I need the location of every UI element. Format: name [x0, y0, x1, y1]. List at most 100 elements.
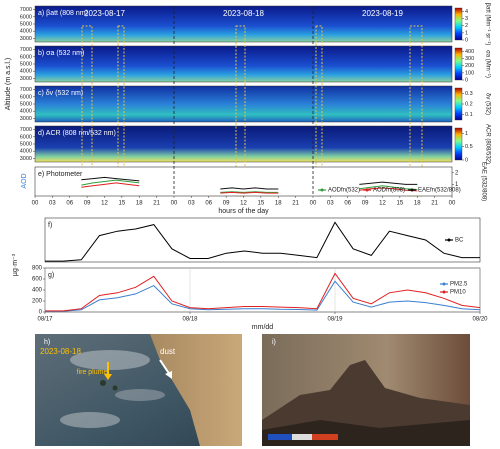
landscape-photo: [262, 334, 470, 446]
colorbar-tick-label: 400: [465, 49, 474, 55]
panel-title: g): [48, 272, 54, 279]
x-tick-label: 18: [136, 201, 143, 207]
colorbar-label: βatt (Mm⁻¹ sr⁻¹): [484, 3, 490, 46]
y-tick-label: 600: [32, 277, 43, 283]
y-tick-label: 3000: [20, 76, 32, 82]
y-axis-label: AOD: [21, 173, 28, 188]
photo-date: 2023-08-18: [40, 347, 81, 356]
x-tick-label: 21: [292, 201, 299, 207]
colorbar-tick-label: 1: [465, 131, 468, 137]
x-tick-label: 09: [223, 201, 230, 207]
colorbar-label: σa (Mm⁻¹): [484, 50, 490, 78]
panel-title: e) Photometer: [38, 171, 83, 178]
y-tick-label: 200: [32, 299, 43, 305]
annotation: dust: [160, 347, 176, 356]
heatmap: [34, 5, 453, 43]
legend-marker: [447, 238, 451, 242]
legend-marker: [410, 188, 414, 192]
y-tick-label: 6000: [20, 54, 32, 60]
colorbar-tick-label: 0: [465, 157, 468, 163]
x-tick-label: 15: [258, 201, 265, 207]
y-tick-label: 4000: [20, 29, 32, 35]
legend-label: BC: [455, 238, 464, 244]
panel-title: b) σa (532 nm): [38, 50, 84, 57]
series-line: [81, 182, 418, 194]
x-tick-label: 09: [362, 201, 369, 207]
x-tick-label: 08/18: [182, 317, 198, 323]
plot-frame: [44, 267, 481, 313]
x-tick-label: 18: [414, 201, 421, 207]
series-line: [45, 221, 480, 262]
x-tick-label: 03: [49, 201, 56, 207]
colorbar-tick-label: 0.5: [465, 144, 473, 150]
panel-title: f): [48, 222, 52, 229]
legend-label: PM10: [450, 290, 466, 296]
colorbar-tick-label: 0.1: [465, 112, 473, 118]
x-tick-label: 03: [188, 201, 195, 207]
x-tick-label: 21: [431, 201, 438, 207]
satellite-image: [35, 334, 242, 446]
colorbar-tick-label: 2: [465, 23, 468, 29]
legend-label: EAEfn(532/808): [418, 188, 461, 194]
colorbar-tick-label: 0.2: [465, 101, 473, 107]
x-tick-label: 03: [327, 201, 334, 207]
y-tick-label: 3000: [20, 116, 32, 122]
y2-axis-label: EAE (532/808): [480, 162, 486, 201]
colorbar-tick-label: 0: [465, 37, 468, 43]
x-axis-label: hours of the day: [218, 208, 269, 215]
x-tick-label: 18: [275, 201, 282, 207]
colorbar: [454, 47, 463, 81]
x-tick-label: 00: [449, 201, 456, 207]
x-axis-label: mm/dd: [252, 324, 274, 331]
x-tick-label: 12: [101, 201, 108, 207]
y-tick-label: 6000: [20, 94, 32, 100]
colorbar-tick-label: 3: [465, 16, 468, 22]
x-tick-label: 08/19: [327, 317, 343, 323]
legend-marker: [442, 290, 446, 294]
panel-title: a) βatt (808 nm): [38, 10, 88, 17]
y-tick-label: 6000: [20, 14, 32, 20]
legend-marker: [442, 282, 446, 286]
date-label: 2023-08-17: [84, 9, 125, 18]
date-label: 2023-08-18: [223, 9, 264, 18]
y-tick-label: 400: [32, 288, 43, 294]
x-tick-label: 12: [379, 201, 386, 207]
x-tick-label: 09: [84, 201, 91, 207]
heatmap: [34, 125, 453, 163]
colorbar-label: ACR (808/532): [484, 124, 490, 164]
panel-title: d) ACR (808 nm/532 nm): [38, 130, 116, 137]
colorbar-tick-label: 200: [465, 63, 474, 69]
y-tick-label: 3000: [20, 36, 32, 42]
series-line: [45, 272, 481, 312]
x-tick-label: 00: [310, 201, 317, 207]
y-tick-label: 5000: [20, 61, 32, 67]
y-tick-label: 4000: [20, 109, 32, 115]
y-tick-label: 7000: [20, 87, 32, 93]
y-axis-label: µg·m⁻³: [12, 253, 19, 276]
y-tick-label: 5000: [20, 141, 32, 147]
heatmap: [34, 45, 453, 83]
colorbar-label: δv (532): [484, 93, 490, 115]
series-line: [45, 280, 481, 312]
y-tick-label: 5000: [20, 101, 32, 107]
x-tick-label: 06: [344, 201, 351, 207]
colorbar-tick-label: 4: [465, 9, 468, 15]
x-tick-label: 00: [32, 201, 39, 207]
y-tick-label: 800: [32, 266, 43, 272]
plot-frame: [44, 217, 481, 263]
annotation: fire plume: [77, 369, 108, 376]
legend-marker: [320, 188, 324, 192]
photo-label: h): [44, 339, 50, 346]
photo-label: i): [272, 339, 276, 346]
colorbar-tick-label: 0: [465, 77, 468, 83]
y-axis-label: Altitude (m a.s.l.): [5, 58, 12, 111]
y-tick-label: 7000: [20, 47, 32, 53]
x-tick-label: 06: [205, 201, 212, 207]
x-tick-label: 15: [397, 201, 404, 207]
panel-title: c) δv (532 nm): [38, 90, 83, 97]
colorbar: [454, 7, 463, 41]
date-label: 2023-08-19: [362, 9, 403, 18]
y-tick-label: 0: [39, 310, 43, 316]
